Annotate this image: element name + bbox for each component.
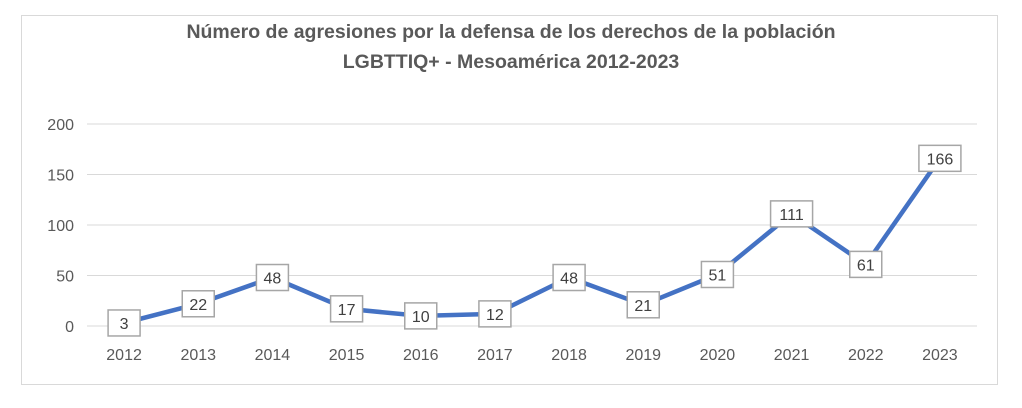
data-label-box — [849, 250, 883, 279]
x-tick-label: 2019 — [625, 347, 661, 364]
data-label-2022: 61 — [849, 250, 883, 279]
gridlines — [87, 123, 977, 327]
data-labels: 3 22 48 17 10 12 48 21 51 111 61 166 — [107, 144, 962, 337]
series-line — [121, 156, 943, 326]
y-axis-tick-labels: 0 50 100 150 200 — [47, 117, 74, 336]
data-label-2012: 3 — [107, 309, 141, 337]
data-label-text: 21 — [634, 298, 652, 315]
x-tick-label: 2020 — [700, 347, 736, 364]
data-label-box — [329, 295, 364, 323]
data-label-box — [181, 290, 215, 318]
x-tick-label: 2015 — [329, 347, 365, 364]
x-tick-label: 2017 — [477, 347, 513, 364]
data-label-text: 22 — [189, 297, 207, 314]
x-tick-label: 2014 — [255, 347, 291, 364]
data-label-box — [478, 300, 512, 328]
data-label-box — [255, 263, 290, 292]
data-label-text: 111 — [779, 207, 803, 224]
x-axis-tick-labels: 2012 2013 2014 2015 2016 2017 2018 2019 2020 2021… — [106, 347, 958, 364]
data-label-2017: 12 — [478, 300, 512, 328]
data-label-2019: 21 — [626, 291, 660, 319]
x-tick-label: 2023 — [922, 347, 958, 364]
data-label-text: 12 — [486, 307, 504, 324]
data-label-box — [769, 200, 814, 228]
y-tick-label: 200 — [47, 117, 74, 134]
data-label-text: 48 — [560, 271, 578, 288]
data-label-box — [552, 263, 586, 292]
data-label-box — [107, 309, 141, 337]
x-tick-label: 2022 — [848, 347, 884, 364]
data-label-2018: 48 — [552, 263, 586, 292]
y-tick-label: 50 — [56, 269, 74, 286]
data-label-box — [404, 302, 438, 330]
y-tick-label: 150 — [47, 168, 74, 185]
chart-title-line-2: LGBTTIQ+ - Mesoamérica 2012-2023 — [342, 51, 680, 73]
x-tick-label: 2016 — [403, 347, 439, 364]
data-label-2020: 51 — [700, 260, 735, 289]
data-label-box — [918, 144, 962, 173]
data-series — [121, 156, 943, 326]
data-label-2015: 17 — [329, 295, 364, 323]
data-label-box — [626, 291, 660, 319]
data-label-2014: 48 — [255, 263, 290, 292]
data-label-box — [700, 260, 735, 289]
x-tick-label: 2013 — [180, 347, 216, 364]
data-label-text: 17 — [338, 302, 356, 319]
data-label-text: 48 — [264, 271, 282, 288]
data-label-text: 10 — [412, 309, 430, 326]
y-tick-label: 0 — [65, 319, 74, 336]
data-label-text: 3 — [120, 316, 129, 333]
x-tick-label: 2018 — [551, 347, 587, 364]
data-label-2016: 10 — [404, 302, 438, 330]
data-label-text: 166 — [927, 151, 954, 168]
data-label-text: 61 — [857, 257, 875, 274]
data-label-2013: 22 — [181, 290, 215, 318]
data-label-2023: 166 — [918, 144, 962, 173]
chart-title: Número de agresiones por la defensa de l… — [0, 17, 1022, 77]
data-label-2021: 111 — [769, 200, 814, 228]
x-tick-label: 2012 — [106, 347, 142, 364]
chart-title-line-1: Número de agresiones por la defensa de l… — [186, 21, 836, 43]
data-label-text: 51 — [709, 267, 727, 284]
y-tick-label: 100 — [47, 218, 74, 235]
x-tick-label: 2021 — [774, 347, 810, 364]
